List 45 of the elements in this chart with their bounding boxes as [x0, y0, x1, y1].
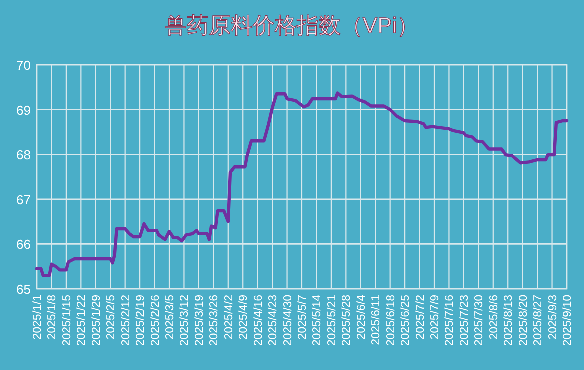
x-tick-label: 2025/1/22 — [76, 295, 88, 346]
x-tick-label: 2025/9/3 — [547, 295, 560, 340]
x-tick-label: 2025/6/4 — [356, 294, 368, 340]
x-tick-label: 2025/1/15 — [61, 295, 74, 346]
x-tick-label: 2025/3/19 — [194, 295, 206, 346]
x-tick-label: 2025/2/19 — [135, 295, 148, 346]
x-tick-label: 2025/7/16 — [444, 295, 456, 346]
x-tick-label: 2025/8/6 — [488, 295, 500, 340]
x-tick-label: 2025/6/18 — [385, 295, 398, 346]
x-tick-label: 2025/7/30 — [474, 295, 486, 346]
y-tick-label: 66 — [16, 237, 31, 252]
x-tick-label: 2025/2/5 — [106, 295, 118, 340]
chart-title: 兽药原料价格指数（VPi） — [164, 13, 420, 38]
x-tick-label: 2025/7/2 — [414, 295, 427, 340]
x-tick-label: 2025/6/11 — [370, 295, 383, 346]
x-tick-label: 2025/8/20 — [518, 295, 530, 346]
x-tick-label: 2025/5/7 — [297, 295, 309, 340]
x-tick-label: 2025/4/23 — [268, 295, 280, 346]
x-tick-label: 2025/5/14 — [312, 294, 324, 346]
x-tick-label: 2025/5/28 — [341, 295, 354, 346]
x-tick-label: 2025/6/25 — [400, 295, 412, 346]
x-tick-label: 2025/1/1 — [32, 295, 44, 340]
x-tick-label: 2025/8/13 — [503, 295, 516, 346]
x-tick-label: 2025/5/21 — [326, 295, 338, 346]
y-tick-label: 67 — [16, 192, 31, 208]
x-tick-label: 2025/8/27 — [532, 295, 545, 346]
x-tick-label: 2025/4/9 — [238, 295, 250, 340]
x-tick-label: 2025/7/23 — [458, 295, 471, 346]
x-tick-label: 2025/9/10 — [562, 295, 574, 346]
x-tick-label: 2025/4/30 — [282, 295, 294, 346]
x-tick-label: 2025/2/26 — [150, 295, 162, 346]
y-tick-label: 65 — [16, 282, 31, 297]
line-series — [35, 92, 569, 278]
y-tick-label: 70 — [16, 58, 31, 73]
x-tick-label: 2025/3/12 — [179, 295, 192, 346]
x-tick-label: 2025/1/29 — [90, 295, 103, 346]
x-tick-label: 2025/7/9 — [430, 295, 442, 340]
y-tick-label: 68 — [16, 148, 31, 163]
x-tick-label: 2025/4/16 — [252, 295, 265, 346]
x-tick-label: 2025/2/12 — [120, 295, 132, 346]
x-tick-label: 2025/3/5 — [164, 295, 176, 340]
x-tick-label: 2025/4/2 — [223, 295, 236, 340]
x-tick-label: 2025/1/8 — [46, 295, 59, 340]
x-tick-label: 2025/3/26 — [208, 295, 221, 346]
y-tick-label: 69 — [16, 102, 31, 118]
